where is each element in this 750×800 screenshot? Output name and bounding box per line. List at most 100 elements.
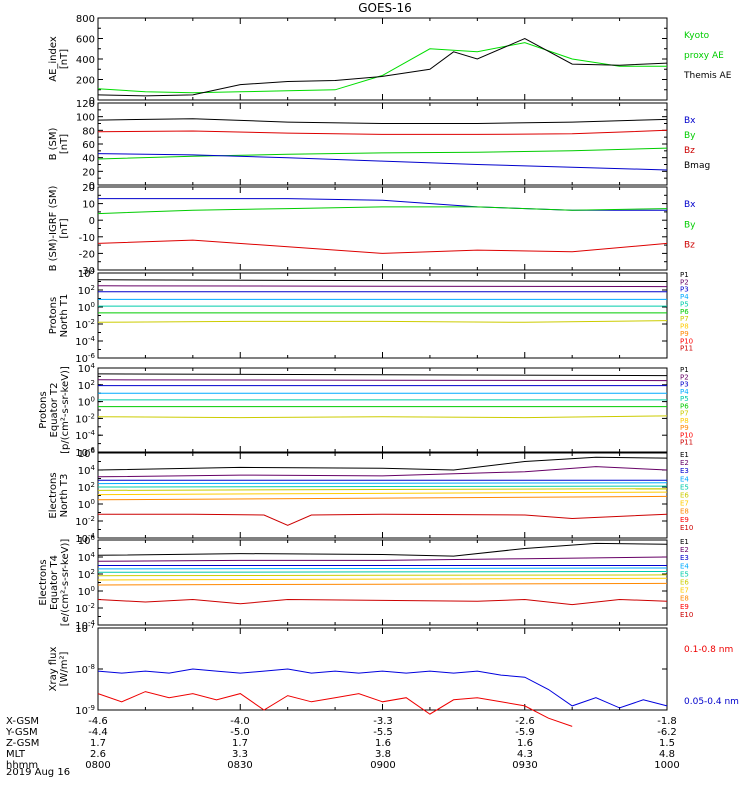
orbit-value: -5.5 — [373, 727, 393, 738]
y-tick-label: 10-2 — [75, 515, 95, 528]
orbit-value: -2.6 — [515, 716, 535, 727]
y-tick-label: 60 — [82, 140, 95, 151]
legend-label: P5 — [680, 395, 689, 403]
orbit-value: 3.3 — [232, 749, 248, 760]
series-line-e4 — [97, 567, 668, 570]
orbit-value: -1.8 — [657, 716, 677, 727]
y-axis-label: [W/m²] — [59, 651, 70, 686]
legend-label: E5 — [680, 483, 689, 491]
y-tick-label: 102 — [78, 379, 95, 392]
series-line-p7 — [97, 415, 668, 419]
y-axis-label: B (SM) — [48, 127, 59, 160]
series-line-bx — [98, 198, 667, 211]
y-tick-label: 106 — [78, 447, 96, 460]
y-tick-label: 200 — [76, 76, 95, 87]
legend-label: E1 — [680, 538, 689, 546]
y-tick-label: 10-2 — [75, 412, 95, 425]
orbit-value: -4.0 — [230, 716, 250, 727]
y-tick-label: 100 — [78, 396, 95, 409]
series-line-e1 — [97, 542, 668, 557]
y-tick-label: 120 — [76, 99, 95, 110]
y-tick-label: -10 — [79, 233, 95, 244]
legend-label: E7 — [680, 500, 689, 508]
y-tick-label: 100 — [76, 113, 95, 124]
legend-label: E3 — [680, 554, 689, 562]
series-line-e10 — [97, 598, 668, 606]
orbit-value: 0930 — [512, 760, 537, 771]
legend-label: P9 — [680, 330, 689, 338]
orbit-value: -4.6 — [88, 716, 108, 727]
orbit-row-label: MLT — [6, 749, 26, 760]
y-axis-label: Equator T2 — [49, 383, 60, 438]
orbit-value: -5.0 — [230, 727, 250, 738]
series-line-themis-ae — [97, 37, 668, 97]
y-axis-label: Protons — [38, 391, 49, 428]
orbit-value: -6.2 — [657, 727, 677, 738]
panel-frame — [97, 102, 668, 186]
orbit-value: -3.3 — [373, 716, 393, 727]
orbit-value: 1.6 — [517, 738, 533, 749]
y-tick-label: 102 — [78, 568, 95, 581]
panel-frame — [97, 539, 668, 626]
legend-label: P8 — [680, 417, 689, 425]
y-axis-label: North T1 — [59, 294, 70, 338]
orbit-value: 1000 — [654, 760, 679, 771]
y-tick-label: 104 — [78, 362, 96, 375]
legend-label: P7 — [680, 315, 689, 323]
legend-label: E1 — [680, 451, 689, 459]
panel-frame — [97, 17, 668, 101]
panel-frame — [97, 627, 668, 711]
y-axis-label: [nT] — [59, 218, 70, 238]
y-tick-label: 102 — [78, 284, 95, 297]
y-axis-label: Xray flux — [48, 647, 59, 692]
series-line-e4 — [97, 482, 668, 485]
legend-label: E10 — [680, 611, 693, 619]
y-tick-label: 10-2 — [75, 318, 95, 331]
y-axis-label: Electrons — [38, 559, 49, 605]
legend-label: P4 — [680, 388, 689, 396]
y-axis-label: Electrons — [48, 472, 59, 518]
series-line-by — [97, 147, 668, 160]
series-line-e6 — [97, 488, 668, 491]
series-line-0-05-0-4-nm — [97, 668, 668, 709]
legend-label: Bx — [684, 116, 696, 126]
series-line-p2 — [97, 285, 668, 288]
legend-label: P7 — [680, 410, 689, 418]
series-line-e2 — [97, 466, 668, 478]
y-tick-label: 20 — [82, 183, 95, 194]
series-line-kyoto-proxy-ae — [97, 42, 667, 94]
series-line-e6 — [97, 574, 668, 577]
series-line-e8 — [97, 582, 668, 586]
panel-1: 0 200 400 600 800 AE_index [nT] Kyoto proxy AE Th… — [48, 14, 732, 107]
legend-label: Bmag — [684, 161, 710, 171]
y-tick-label: 10-7 — [75, 622, 95, 635]
series-line-0-1-0-8-nm — [97, 691, 573, 727]
y-tick-label: 40 — [82, 154, 95, 165]
legend-label: E4 — [680, 562, 689, 570]
y-axis-label: Equator T4 — [49, 555, 60, 610]
legend-label: proxy AE — [684, 51, 724, 61]
orbit-value: 0800 — [85, 760, 110, 771]
y-axis-label: Protons — [48, 297, 59, 334]
series-line-bx — [97, 153, 668, 171]
y-tick-label: 20 — [82, 167, 95, 178]
legend-label: E4 — [680, 475, 689, 483]
legend-label: P1 — [680, 271, 689, 279]
legend-label: P8 — [680, 323, 689, 331]
legend-label: P2 — [680, 373, 689, 381]
legend-label: P6 — [680, 402, 689, 410]
orbit-value: 2.6 — [90, 749, 106, 760]
y-tick-label: 0 — [89, 216, 95, 227]
legend-label: E9 — [680, 603, 689, 611]
series-line-e10 — [98, 513, 668, 526]
y-tick-label: 106 — [78, 534, 96, 547]
date-label: 2019 Aug 16 — [6, 767, 70, 778]
y-tick-label: 10-8 — [75, 663, 95, 676]
series-line-by — [97, 206, 668, 215]
y-tick-label: 100 — [78, 585, 95, 598]
